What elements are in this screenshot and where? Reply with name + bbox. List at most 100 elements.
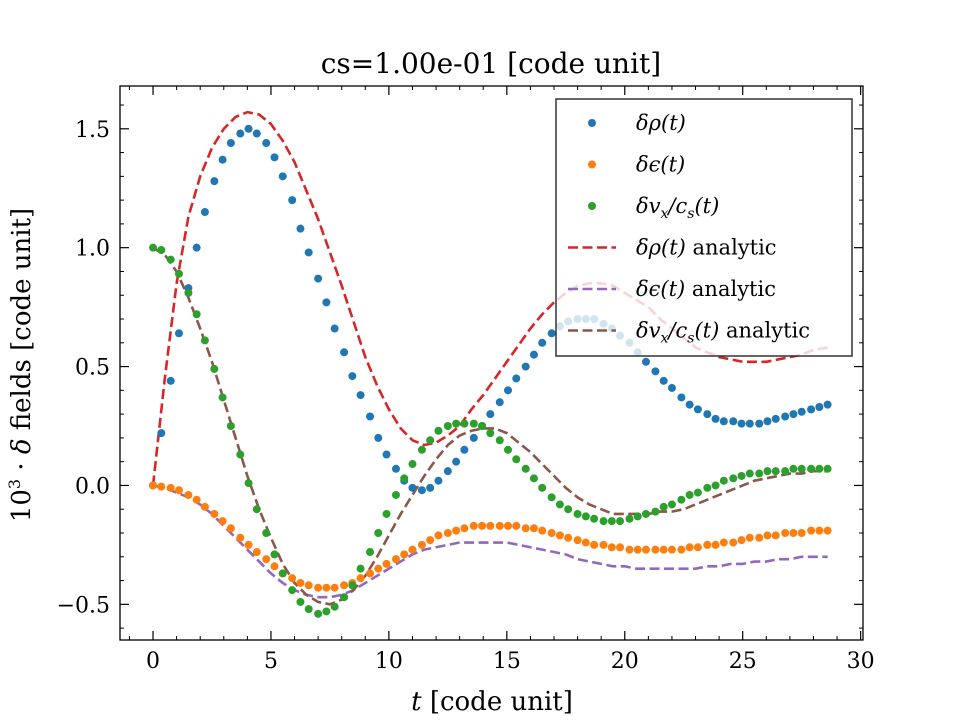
x-tick-label-4: 20 <box>611 649 639 674</box>
series-1-point-8 <box>218 517 227 526</box>
legend-box <box>555 98 853 357</box>
series-1-point-32 <box>426 536 435 545</box>
series-2-point-71 <box>763 467 772 476</box>
series-2-point-28 <box>391 490 400 499</box>
legend-label-3: δρ(t) analytic <box>636 236 777 260</box>
series-2-point-29 <box>400 474 409 483</box>
y-axis-label: 103 · δ fields [code unit] <box>5 208 37 522</box>
legend-label-sub1: x <box>661 331 669 347</box>
series-1-point-6 <box>200 502 209 511</box>
series-1-point-68 <box>737 536 746 545</box>
series-0-point-76 <box>807 405 816 414</box>
legend-label-var: δρ <box>636 111 662 135</box>
series-2-point-32 <box>426 436 435 445</box>
series-0-point-28 <box>391 464 400 473</box>
series-2-point-25 <box>366 548 375 557</box>
series-2-point-12 <box>252 505 261 514</box>
series-2-point-51 <box>590 514 599 523</box>
series-2-point-49 <box>573 509 582 518</box>
series-2-point-43 <box>521 464 530 473</box>
series-1-point-44 <box>529 524 538 533</box>
series-1-point-76 <box>807 526 816 535</box>
legend-label-arg: (t) <box>660 277 685 301</box>
series-1-point-74 <box>789 529 798 537</box>
y-tick-label-0: −0.5 <box>57 593 110 618</box>
series-1-point-2 <box>166 483 175 492</box>
series-layer <box>149 110 832 618</box>
series-1-point-51 <box>590 540 599 549</box>
series-2-point-36 <box>460 419 469 428</box>
x-tick-label-5: 25 <box>729 649 757 674</box>
series-1-point-53 <box>607 543 616 552</box>
series-1-point-52 <box>599 540 608 549</box>
y-axis-label-prefix: 10 <box>7 489 37 522</box>
series-2-point-62 <box>685 490 694 499</box>
series-2-point-63 <box>693 488 702 497</box>
series-2-point-30 <box>408 460 417 469</box>
series-1-point-77 <box>815 526 824 535</box>
y-tick-label-4: 1.5 <box>75 118 110 143</box>
series-0-point-6 <box>200 208 209 217</box>
legend-label-5: δvx/cs(t) analytic <box>636 319 810 347</box>
series-1-point-56 <box>633 545 642 554</box>
series-2-point-42 <box>512 455 521 464</box>
series-1-point-55 <box>625 545 634 554</box>
series-0-point-61 <box>677 393 686 402</box>
legend-label-1: δϵ(t) <box>636 153 685 177</box>
series-1-point-33 <box>434 531 443 540</box>
series-0-point-12 <box>252 129 261 138</box>
series-1-point-22 <box>340 581 349 590</box>
series-1-point-45 <box>538 526 547 535</box>
series-1-point-61 <box>677 545 686 554</box>
series-0-point-20 <box>322 298 331 307</box>
series-2-point-2 <box>166 255 175 264</box>
series-1-point-17 <box>296 578 305 587</box>
series-2-point-0 <box>149 243 158 252</box>
series-1-point-72 <box>771 531 780 540</box>
y-tick-label-3: 1.0 <box>75 237 110 262</box>
series-2-point-8 <box>218 393 227 402</box>
series-2-point-7 <box>210 364 219 373</box>
series-2-point-13 <box>262 529 271 537</box>
series-1-point-18 <box>304 581 313 590</box>
series-0-point-75 <box>797 407 806 416</box>
series-1-point-25 <box>366 569 375 578</box>
legend-label-slash: /c <box>666 194 687 218</box>
series-2-point-78 <box>823 464 832 473</box>
series-1-point-59 <box>659 545 668 554</box>
legend-label-sub2: s <box>687 331 694 347</box>
series-2-point-3 <box>174 269 183 278</box>
series-1-point-29 <box>400 550 409 559</box>
series-0-point-25 <box>366 412 375 421</box>
series-2-point-64 <box>703 483 712 492</box>
series-0-point-57 <box>642 357 650 366</box>
series-2-point-46 <box>547 493 556 502</box>
x-tick-label-1: 5 <box>264 649 278 674</box>
series-2-point-38 <box>478 422 487 431</box>
legend-label-arg: (t) <box>661 111 686 135</box>
series-1-point-46 <box>547 529 556 537</box>
x-tick-label-3: 15 <box>493 649 521 674</box>
series-2-point-76 <box>807 464 816 473</box>
series-2-point-72 <box>771 467 780 476</box>
series-2-point-44 <box>529 474 538 483</box>
series-2-point-52 <box>599 517 608 526</box>
series-1-point-49 <box>573 536 582 545</box>
series-1-point-0 <box>149 481 158 490</box>
series-1-point-65 <box>711 540 720 549</box>
series-0-point-72 <box>771 414 780 423</box>
series-0-point-30 <box>408 483 417 492</box>
series-1-point-20 <box>322 583 331 592</box>
series-2-point-77 <box>815 464 824 473</box>
x-tick-label-6: 30 <box>847 649 875 674</box>
series-0-point-19 <box>314 274 323 283</box>
series-1-point-64 <box>703 540 712 549</box>
series-0-point-63 <box>693 405 702 414</box>
series-0-point-14 <box>270 153 279 162</box>
series-2-point-70 <box>755 469 764 478</box>
series-0-point-10 <box>236 129 245 138</box>
legend-label-var: δϵ <box>636 277 661 301</box>
legend-label-var: δϵ <box>636 153 661 177</box>
series-0-point-74 <box>789 410 798 419</box>
series-2-point-66 <box>719 476 728 485</box>
